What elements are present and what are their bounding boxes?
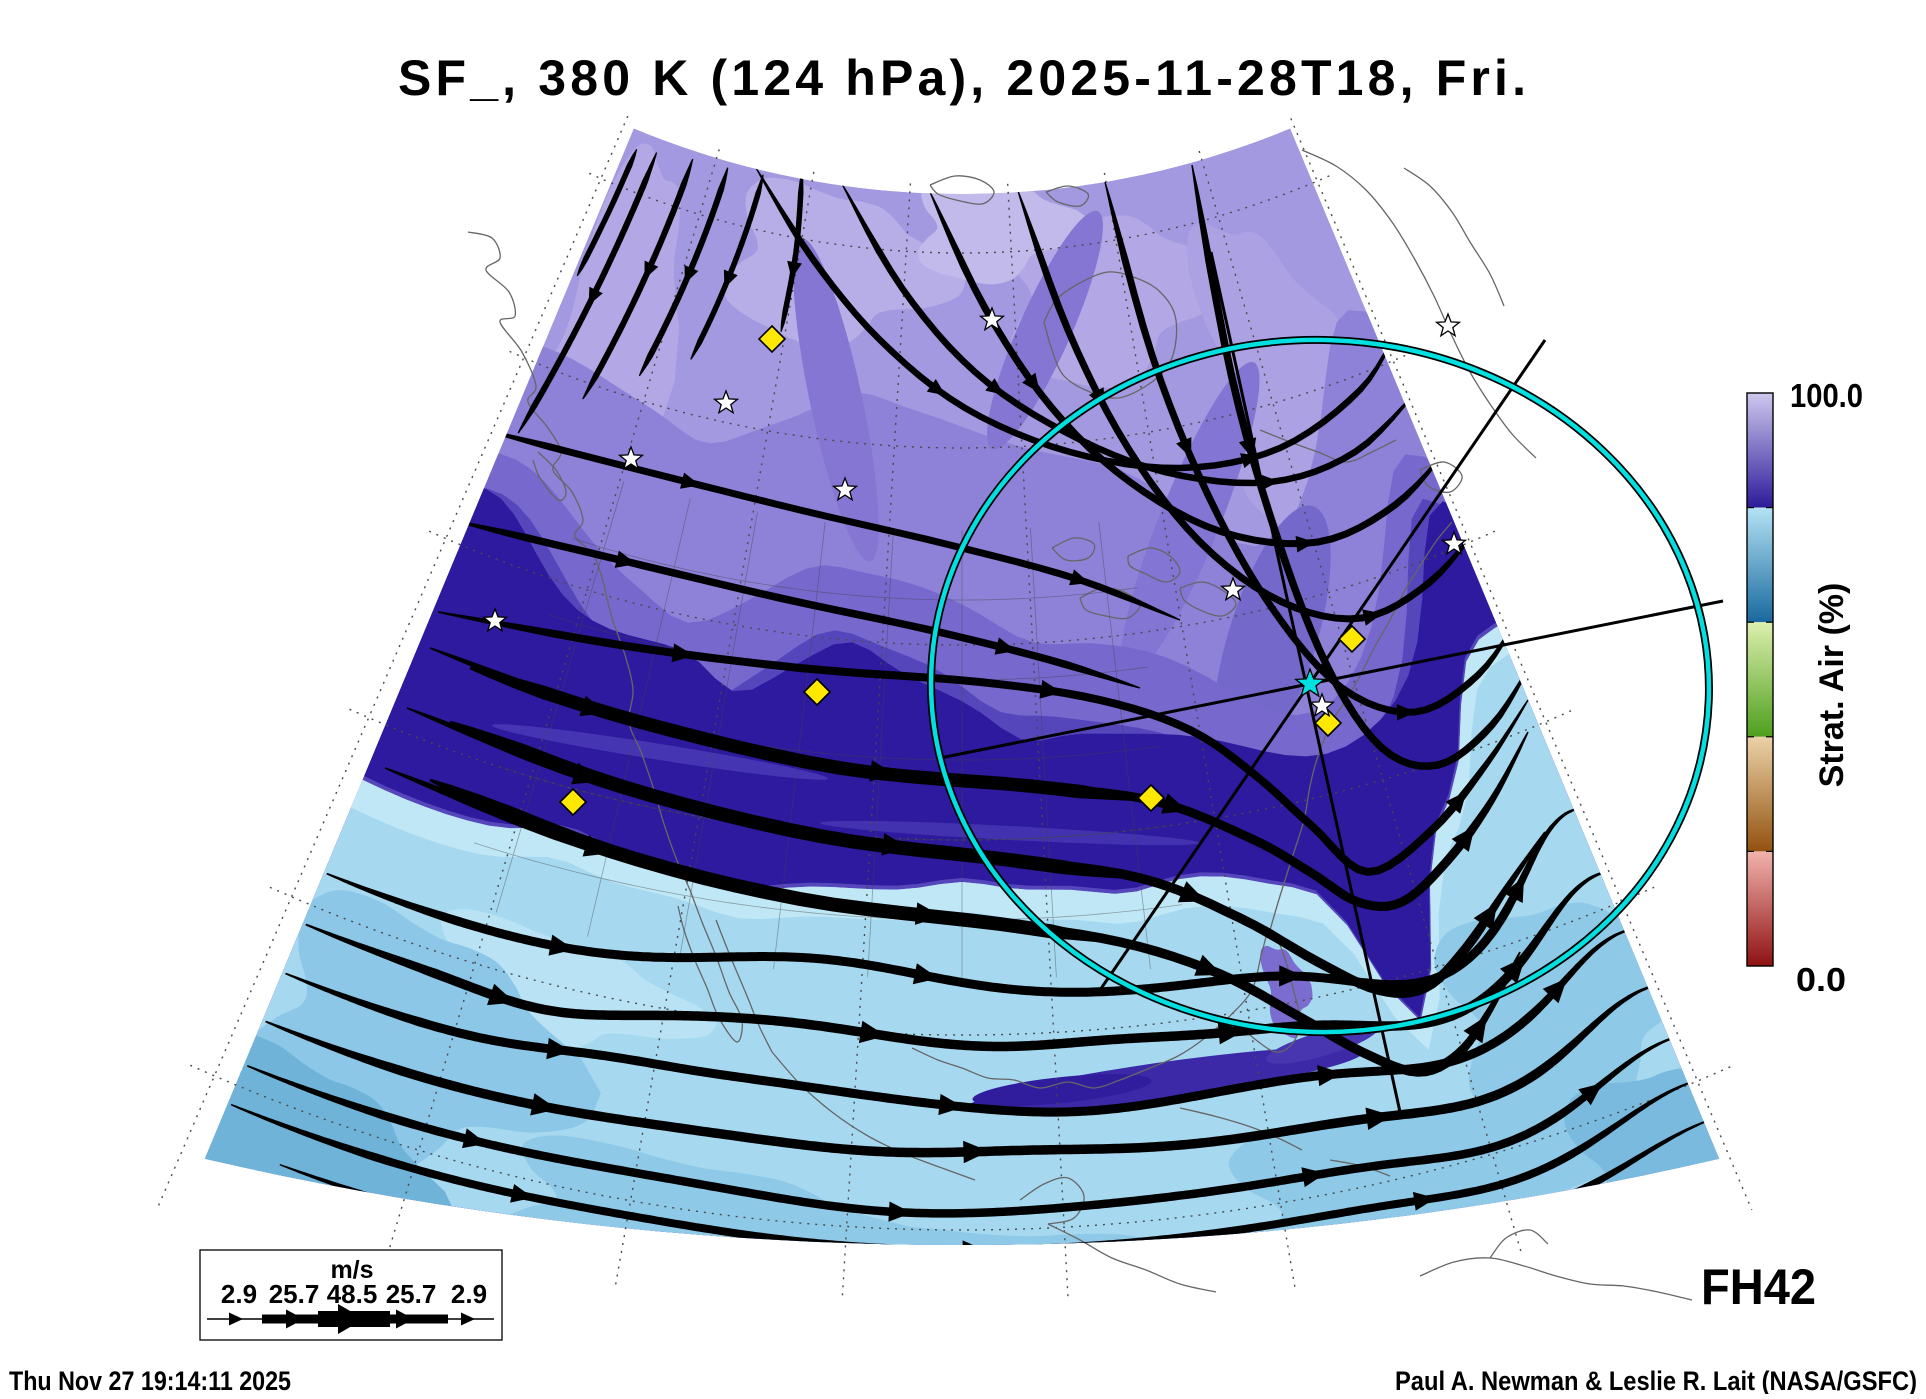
svg-text:25.7: 25.7	[269, 1279, 320, 1309]
svg-text:25.7: 25.7	[386, 1279, 437, 1309]
svg-text:2.9: 2.9	[451, 1279, 487, 1309]
svg-text:Paul A. Newman & Leslie R. Lai: Paul A. Newman & Leslie R. Lait (NASA/GS…	[1395, 1366, 1917, 1394]
svg-text:Strat. Air (%): Strat. Air (%)	[1813, 583, 1851, 788]
svg-text:100.0: 100.0	[1790, 377, 1863, 414]
svg-text:Thu Nov 27 19:14:11 2025: Thu Nov 27 19:14:11 2025	[9, 1366, 291, 1394]
svg-text:SF_, 380 K (124 hPa), 2025-11-: SF_, 380 K (124 hPa), 2025-11-28T18, Fri…	[398, 50, 1526, 106]
svg-text:48.5: 48.5	[327, 1279, 378, 1309]
svg-text:2.9: 2.9	[221, 1279, 257, 1309]
svg-text:0.0: 0.0	[1796, 961, 1846, 998]
svg-text:m/s: m/s	[330, 1256, 373, 1284]
svg-text:FH42: FH42	[1701, 1259, 1816, 1315]
